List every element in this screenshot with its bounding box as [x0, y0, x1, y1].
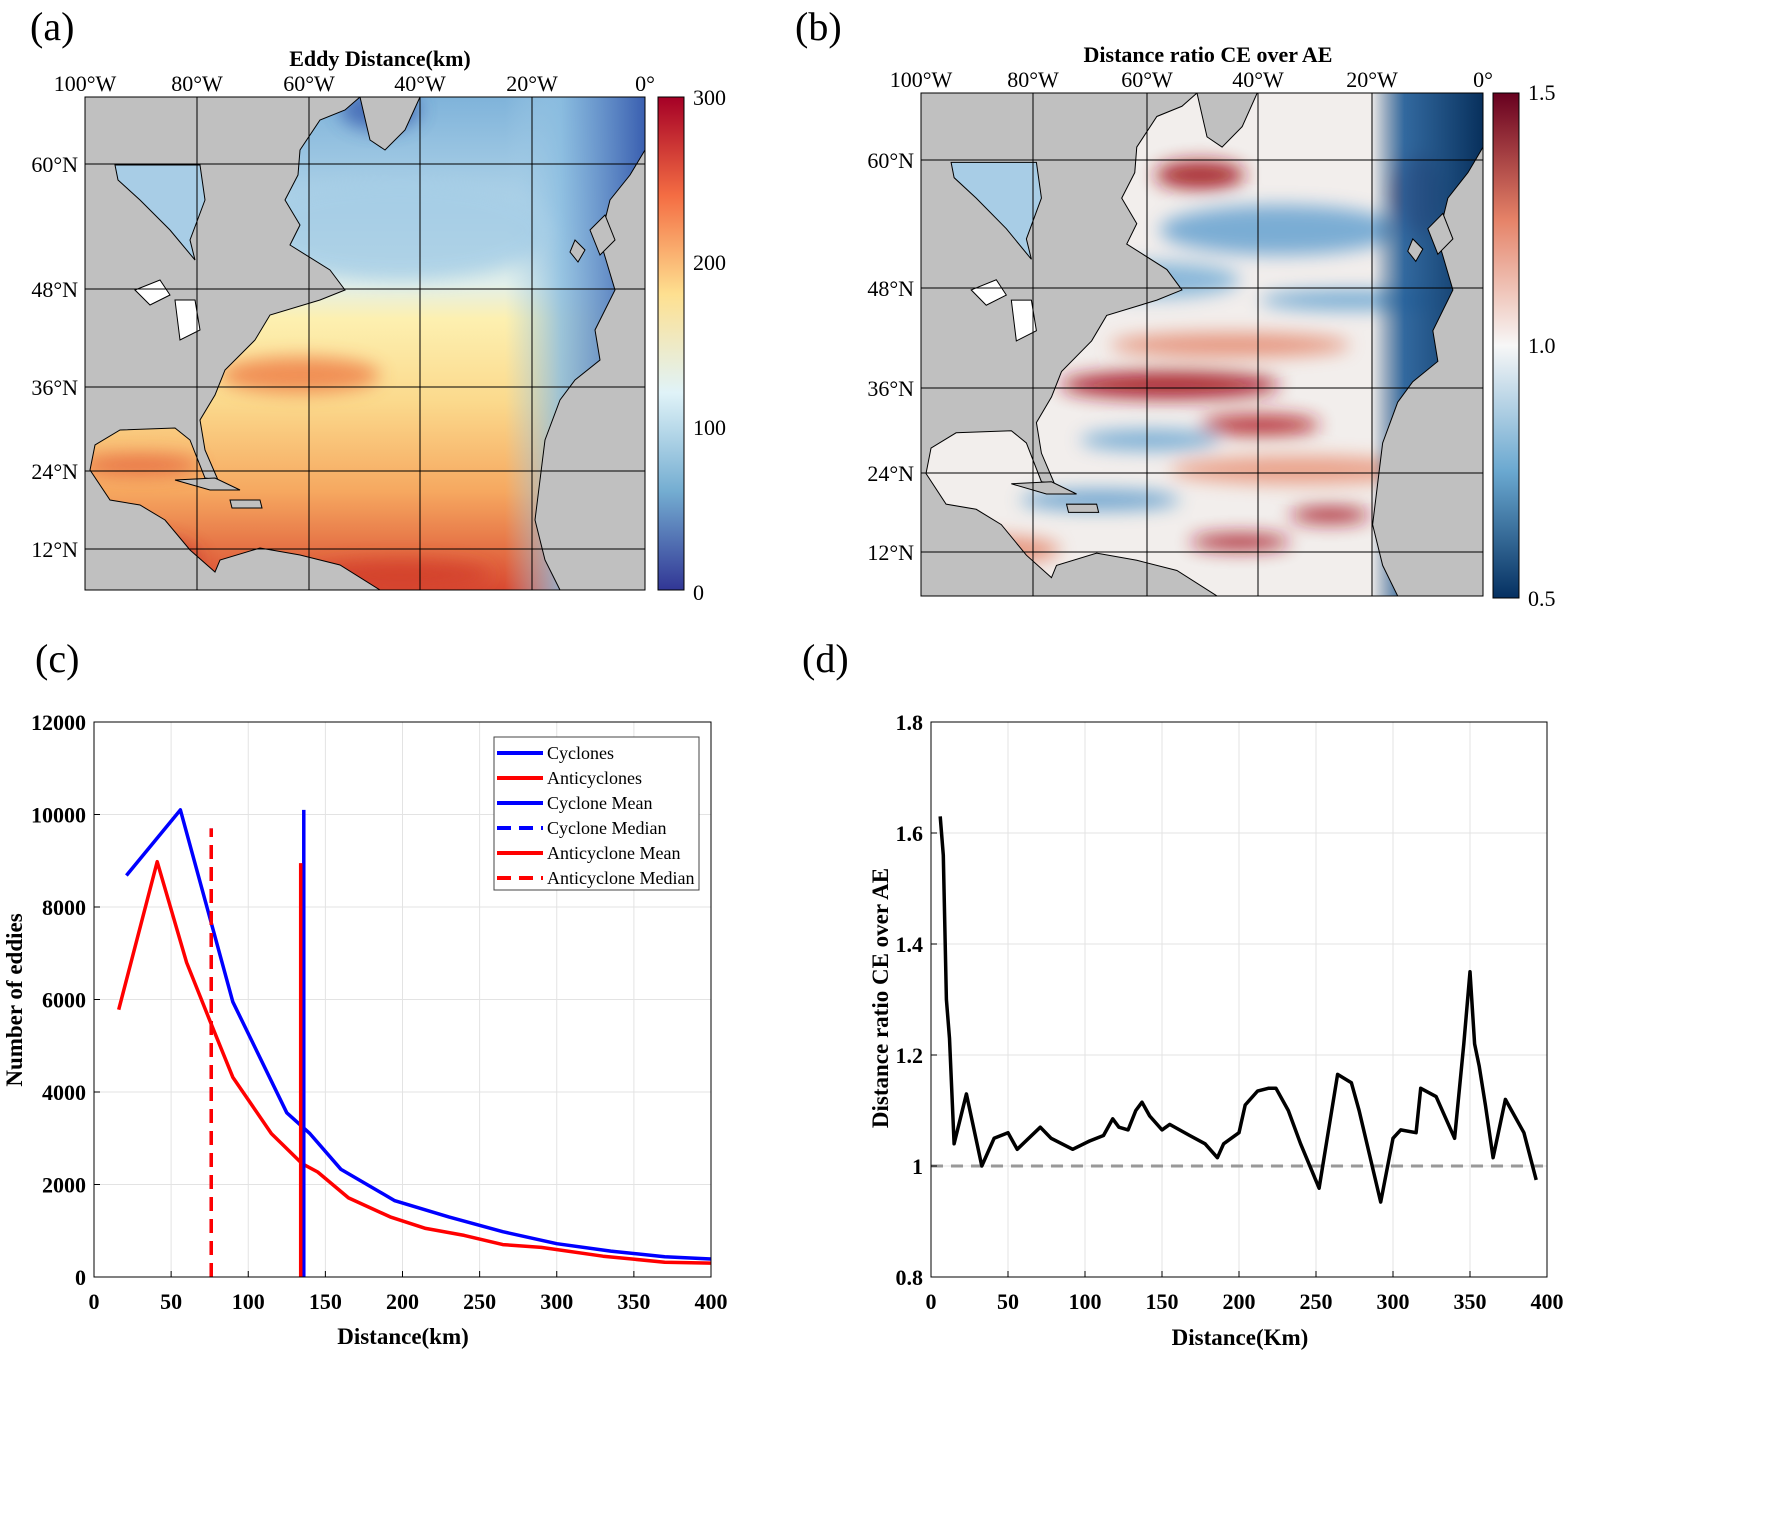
map-a-lon-label: 60°W: [283, 71, 335, 96]
panel-label-b: (b): [795, 4, 842, 49]
legend-entry: Anticyclone Mean: [547, 843, 680, 863]
map-a-lon-label: 80°W: [171, 71, 223, 96]
map-a-title: Eddy Distance(km): [289, 46, 471, 71]
map-b-lat-label: 24°N: [867, 461, 914, 486]
map-b-title: Distance ratio CE over AE: [1084, 42, 1333, 67]
map-a-colorbar-label: 0: [693, 580, 704, 605]
chart-c-legend: Cyclones Anticyclones Cyclone Mean Cyclone …: [493, 736, 700, 891]
chart-d-xtick-label: 150: [1146, 1289, 1179, 1314]
map-b-lat-label: 48°N: [867, 276, 914, 301]
chart-c-ytick-label: 12000: [31, 710, 86, 735]
map-a-colorbar-label: 300: [693, 85, 726, 110]
chart-c-ytick-label: 2000: [42, 1173, 86, 1198]
legend-entry: Cyclones: [547, 743, 614, 763]
chart-d-ytick-label: 1.4: [896, 932, 924, 957]
map-a-lon-label: 20°W: [506, 71, 558, 96]
map-b-lon-label: 40°W: [1232, 67, 1284, 92]
chart-c-ytick-label: 4000: [42, 1080, 86, 1105]
chart-d-ylabel: Distance ratio CE over AE: [868, 868, 893, 1128]
map-distance-ratio: Distance ratio CE over AE: [867, 42, 1555, 611]
chart-d-xlabel: Distance(Km): [1172, 1325, 1309, 1350]
map-b-lat-label: 12°N: [867, 540, 914, 565]
chart-d-xtick-label: 50: [997, 1289, 1019, 1314]
chart-d-ytick-label: 1.8: [896, 710, 924, 735]
chart-c-ytick-label: 8000: [42, 895, 86, 920]
map-a-lat-label: 36°N: [31, 375, 78, 400]
map-b-colorbar-label: 1.5: [1528, 80, 1556, 105]
chart-c-xtick-label: 300: [540, 1289, 573, 1314]
map-b-lat-label: 60°N: [867, 148, 914, 173]
chart-d-xtick-label: 100: [1069, 1289, 1102, 1314]
map-a-lon-label: 100°W: [54, 71, 117, 96]
map-b-lon-label: 100°W: [890, 67, 953, 92]
chart-eddy-count: 0 50 100 150 200 250 300 350 4000200040006000800…: [2, 710, 728, 1349]
panel-label-a: (a): [30, 4, 74, 49]
chart-d-xtick-label: 300: [1377, 1289, 1410, 1314]
map-b-lon-label: 80°W: [1007, 67, 1059, 92]
chart-distance-ratio: 0 50 100 150 200 250 300 350 400 0.8 1 1.2 1.4 1.6 1.8…: [868, 710, 1564, 1350]
chart-d-ytick-label: 0.8: [896, 1265, 924, 1290]
map-a-lat-label: 12°N: [31, 537, 78, 562]
map-a-colorbar-label: 100: [693, 415, 726, 440]
chart-d-xtick-label: 250: [1300, 1289, 1333, 1314]
chart-c-xtick-label: 200: [386, 1289, 419, 1314]
chart-d-ytick-label: 1.6: [896, 821, 924, 846]
chart-c-xtick-label: 50: [160, 1289, 182, 1314]
chart-c-series-cyclones: [125, 808, 712, 1261]
map-a-lat-label: 60°N: [31, 152, 78, 177]
chart-c-xtick-label: 350: [617, 1289, 650, 1314]
legend-entry: Cyclone Mean: [547, 793, 652, 813]
chart-c-axes: [93, 721, 712, 1278]
map-b-lon-label: 60°W: [1121, 67, 1173, 92]
map-b-lat-label: 36°N: [867, 376, 914, 401]
map-b-colorbar: [1492, 92, 1520, 599]
map-a-colorbar-label: 200: [693, 250, 726, 275]
map-b-colorbar-label: 1.0: [1528, 333, 1556, 358]
panel-label-c: (c): [35, 636, 79, 681]
chart-c-xtick-label: 250: [463, 1289, 496, 1314]
map-a-lat-label: 48°N: [31, 277, 78, 302]
map-a-lon-label: 0°: [635, 71, 655, 96]
chart-d-xtick-label: 200: [1223, 1289, 1256, 1314]
map-eddy-distance: Eddy Distance(km) 100°W 80°W: [31, 46, 726, 605]
map-b-lon-label: 0°: [1473, 67, 1493, 92]
chart-d-axes: [930, 721, 1548, 1278]
map-a-colorbar: [657, 96, 685, 591]
chart-c-ylabel: Number of eddies: [2, 913, 27, 1086]
chart-c-xlabel: Distance(km): [337, 1324, 469, 1349]
map-a-lat-label: 24°N: [31, 459, 78, 484]
chart-d-xtick-label: 400: [1531, 1289, 1564, 1314]
chart-c-xtick-label: 400: [695, 1289, 728, 1314]
chart-d-series-ratio: [938, 816, 1538, 1204]
chart-c-xtick-label: 100: [232, 1289, 265, 1314]
map-b-lon-label: 20°W: [1346, 67, 1398, 92]
chart-c-ytick-label: 0: [75, 1265, 86, 1290]
chart-c-ytick-label: 6000: [42, 988, 86, 1013]
legend-entry: Anticyclones: [547, 768, 642, 788]
map-b-colorbar-label: 0.5: [1528, 586, 1556, 611]
legend-entry: Anticyclone Median: [547, 868, 694, 888]
legend-entry: Cyclone Median: [547, 818, 666, 838]
map-a-lon-label: 40°W: [394, 71, 446, 96]
panel-label-d: (d): [802, 636, 849, 681]
chart-c-xtick-label: 0: [89, 1289, 100, 1314]
chart-c-xtick-label: 150: [309, 1289, 342, 1314]
chart-d-xtick-label: 0: [926, 1289, 937, 1314]
chart-c-ytick-label: 10000: [31, 803, 86, 828]
chart-d-ytick-label: 1.2: [896, 1043, 924, 1068]
chart-d-ytick-label: 1: [912, 1154, 923, 1179]
chart-d-xtick-label: 350: [1454, 1289, 1487, 1314]
chart-c-series-anticyclones: [117, 859, 712, 1265]
